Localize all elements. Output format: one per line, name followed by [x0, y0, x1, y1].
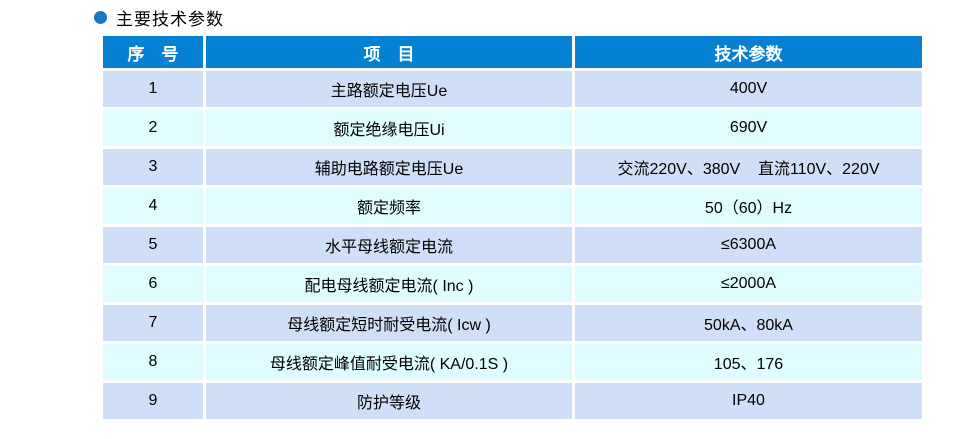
cell-item: 防护等级 — [206, 383, 572, 419]
header-item: 项 目 — [206, 36, 572, 68]
table-row: 5 水平母线额定电流 ≤6300A — [103, 227, 922, 263]
circle-bullet-icon — [94, 11, 107, 24]
cell-serial-number: 9 — [103, 383, 203, 419]
table-row: 3 辅助电路额定电压Ue 交流220V、380V 直流110V、220V — [103, 149, 922, 185]
cell-item: 母线额定短时耐受电流( Icw ) — [206, 305, 572, 341]
cell-value: 690V — [575, 110, 922, 146]
cell-item: 主路额定电压Ue — [206, 71, 572, 107]
section-title-label: 主要技术参数 — [116, 10, 224, 29]
cell-value: 50kA、80kA — [575, 305, 922, 341]
table-row: 8 母线额定峰值耐受电流( KA/0.1S ) 105、176 — [103, 344, 922, 380]
cell-value: 50（60）Hz — [575, 188, 922, 224]
table-row: 1 主路额定电压Ue 400V — [103, 71, 922, 107]
cell-value: IP40 — [575, 383, 922, 419]
cell-serial-number: 4 — [103, 188, 203, 224]
header-technical-parameter: 技术参数 — [575, 36, 922, 68]
cell-serial-number: 1 — [103, 71, 203, 107]
cell-value: ≤6300A — [575, 227, 922, 263]
cell-item: 额定频率 — [206, 188, 572, 224]
table-row: 4 额定频率 50（60）Hz — [103, 188, 922, 224]
cell-item: 水平母线额定电流 — [206, 227, 572, 263]
header-serial-number: 序 号 — [103, 36, 203, 68]
cell-value: 交流220V、380V 直流110V、220V — [575, 149, 922, 185]
cell-serial-number: 5 — [103, 227, 203, 263]
table-header: 序 号 项 目 技术参数 — [103, 36, 922, 68]
cell-value: ≤2000A — [575, 266, 922, 302]
header-row: 序 号 项 目 技术参数 — [103, 36, 922, 68]
cell-item: 配电母线额定电流( Inc ) — [206, 266, 572, 302]
table-row: 7 母线额定短时耐受电流( Icw ) 50kA、80kA — [103, 305, 922, 341]
cell-serial-number: 3 — [103, 149, 203, 185]
technical-parameters-table: 序 号 项 目 技术参数 1 主路额定电压Ue 400V 2 额定绝缘电压Ui … — [100, 33, 925, 422]
cell-serial-number: 2 — [103, 110, 203, 146]
cell-serial-number: 6 — [103, 266, 203, 302]
cell-item: 母线额定峰值耐受电流( KA/0.1S ) — [206, 344, 572, 380]
cell-serial-number: 7 — [103, 305, 203, 341]
cell-item: 辅助电路额定电压Ue — [206, 149, 572, 185]
cell-value: 105、176 — [575, 344, 922, 380]
table-row: 6 配电母线额定电流( Inc ) ≤2000A — [103, 266, 922, 302]
cell-item: 额定绝缘电压Ui — [206, 110, 572, 146]
table-row: 9 防护等级 IP40 — [103, 383, 922, 419]
table-row: 2 额定绝缘电压Ui 690V — [103, 110, 922, 146]
cell-serial-number: 8 — [103, 344, 203, 380]
section-title: 主要技术参数 — [94, 5, 224, 30]
cell-value: 400V — [575, 71, 922, 107]
table-body: 1 主路额定电压Ue 400V 2 额定绝缘电压Ui 690V 3 辅助电路额定… — [103, 71, 922, 419]
